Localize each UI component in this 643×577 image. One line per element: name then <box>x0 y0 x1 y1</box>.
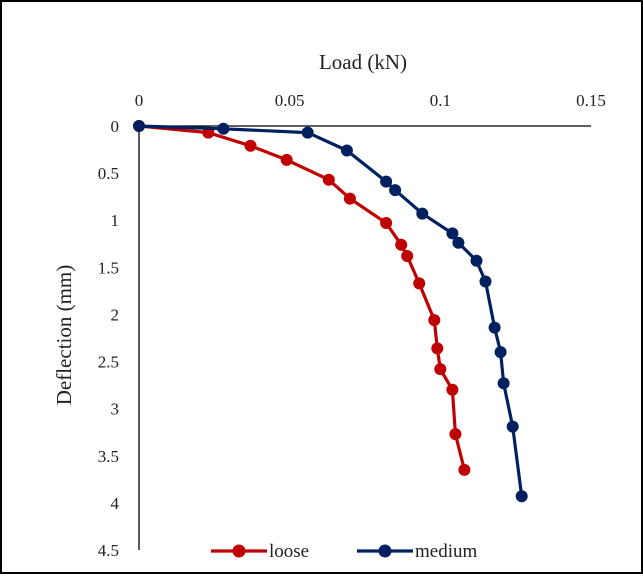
y-tick-label: 3.5 <box>98 447 119 466</box>
data-point-loose <box>244 139 257 152</box>
data-point-loose <box>380 217 393 229</box>
data-point-loose <box>280 153 293 166</box>
data-point-medium <box>488 321 501 334</box>
y-tick-label: 4.5 <box>98 541 119 560</box>
axes: 0 0.05 0.1 0.15 0 0.5 1 1.5 2 2.5 3 3.5 4 4.5 <box>98 91 606 560</box>
data-point-medium <box>380 175 393 188</box>
data-point-loose <box>458 463 471 476</box>
data-point-medium <box>389 184 402 197</box>
x-tick-label: 0.05 <box>275 91 305 110</box>
data-point-medium <box>497 377 510 390</box>
data-point-medium <box>301 126 314 139</box>
data-point-loose <box>431 342 444 355</box>
data-point-loose <box>395 238 408 251</box>
data-point-loose <box>322 173 335 186</box>
data-point-medium <box>506 420 519 433</box>
y-tick-label: 3 <box>111 400 120 419</box>
x-tick-label: 0 <box>135 91 144 110</box>
y-tick-label: 2.5 <box>98 353 119 372</box>
data-point-loose <box>343 192 356 205</box>
data-point-medium <box>340 144 353 157</box>
legend-swatch-marker <box>232 544 246 558</box>
series-layer <box>133 120 528 503</box>
legend-item-loose: loose <box>211 541 309 562</box>
data-point-medium <box>133 120 145 132</box>
data-point-medium <box>479 275 492 288</box>
y-tick-label: 2 <box>111 305 120 324</box>
y-tick-label: 0.5 <box>98 164 119 183</box>
data-point-loose <box>401 250 414 262</box>
legend-label: medium <box>415 541 477 562</box>
data-point-medium <box>515 490 528 503</box>
data-point-loose <box>449 428 462 441</box>
series-loose <box>133 120 471 476</box>
x-tick-label: 0.15 <box>576 91 606 110</box>
data-point-medium <box>416 207 429 220</box>
data-point-medium <box>452 236 465 249</box>
y-axis-title: Deflection (mm) <box>52 265 76 406</box>
data-point-loose <box>434 363 447 376</box>
data-point-loose <box>446 383 459 396</box>
series-medium <box>133 120 528 503</box>
data-point-loose <box>413 277 426 290</box>
labels: Load (kN) Deflection (mm) <box>52 50 407 405</box>
y-tick-label: 1 <box>111 211 120 230</box>
data-point-medium <box>494 346 507 359</box>
data-point-medium <box>446 227 459 240</box>
y-tick-label: 4 <box>111 494 120 513</box>
x-tick-label: 0.1 <box>430 91 451 110</box>
legend-label: loose <box>269 541 309 562</box>
y-tick-label: 1.5 <box>98 258 119 277</box>
series-line-loose <box>137 124 466 472</box>
legend-swatch-marker <box>378 544 392 558</box>
x-axis-title: Load (kN) <box>319 50 407 74</box>
data-point-medium <box>470 254 483 267</box>
y-tick-label: 0 <box>111 117 120 136</box>
data-point-loose <box>428 314 441 327</box>
legend: loose medium <box>211 541 477 562</box>
data-point-medium <box>217 122 230 135</box>
legend-item-medium: medium <box>357 541 477 562</box>
